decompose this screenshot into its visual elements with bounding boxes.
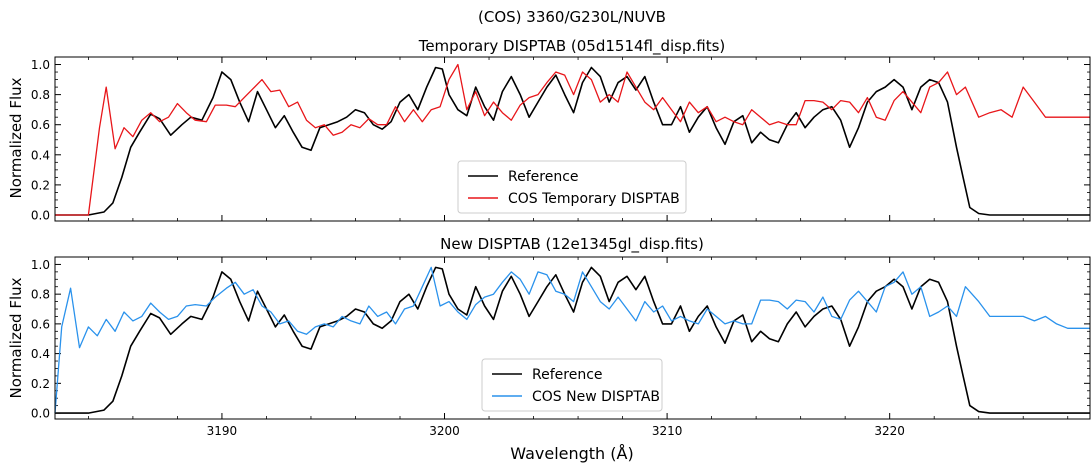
reference-line — [55, 66, 1090, 216]
y-tick-label: 0.4 — [31, 148, 50, 162]
y-tick-label: 0.8 — [31, 88, 50, 102]
y-tick-label: 0.4 — [31, 347, 50, 361]
y-axis-label: Normalized Flux — [7, 277, 25, 398]
legend-label: COS New DISPTAB — [532, 389, 660, 405]
legend: Reference COS Temporary DISPTAB — [457, 160, 687, 214]
figure-suptitle: (COS) 3360/G230L/NUVB — [478, 8, 666, 26]
panel-title: Temporary DISPTAB (05d1514fl_disp.fits) — [418, 37, 726, 56]
panel-new-disptab: New DISPTAB (12e1345gl_disp.fits) Normal… — [7, 235, 1091, 438]
y-tick-label: 0.6 — [31, 317, 50, 331]
legend-box — [457, 160, 687, 214]
plot-lines — [54, 266, 1090, 414]
reference-line — [55, 266, 1090, 414]
axes-frame — [54, 256, 1091, 420]
axes-frame — [54, 56, 1091, 222]
y-tick-label: 0.0 — [31, 208, 50, 222]
cos-disptab-line — [55, 63, 1090, 216]
legend: Reference COS New DISPTAB — [481, 358, 663, 412]
panel-title: New DISPTAB (12e1345gl_disp.fits) — [440, 235, 704, 254]
y-axis-label: Normalized Flux — [7, 77, 25, 198]
x-tick-label: 3220 — [874, 424, 905, 438]
x-tick-label: 3210 — [652, 424, 683, 438]
y-tick-label: 0.6 — [31, 118, 50, 132]
x-axis-label: Wavelength (Å) — [510, 444, 633, 463]
ticks: 0.0 0.2 0.4 0.6 0.8 1.0 3190 3200 3210 3220 — [31, 257, 1090, 438]
legend-box — [481, 358, 663, 412]
y-tick-label: 1.0 — [31, 258, 50, 272]
ticks: 0.0 0.2 0.4 0.6 0.8 1.0 — [31, 57, 1090, 222]
x-tick-label: 3190 — [207, 424, 238, 438]
plot-lines — [55, 63, 1090, 216]
y-tick-label: 0.8 — [31, 288, 50, 302]
y-tick-label: 0.2 — [31, 178, 50, 192]
panel-temporary-disptab: Temporary DISPTAB (05d1514fl_disp.fits) … — [7, 37, 1091, 222]
x-tick-label: 3200 — [429, 424, 460, 438]
legend-label: Reference — [532, 367, 603, 383]
y-tick-label: 0.2 — [31, 377, 50, 391]
y-tick-label: 1.0 — [31, 58, 50, 72]
cos-disptab-line — [54, 266, 1090, 414]
legend-label: COS Temporary DISPTAB — [508, 191, 680, 207]
y-tick-label: 0.0 — [31, 407, 50, 421]
legend-label: Reference — [508, 169, 579, 185]
